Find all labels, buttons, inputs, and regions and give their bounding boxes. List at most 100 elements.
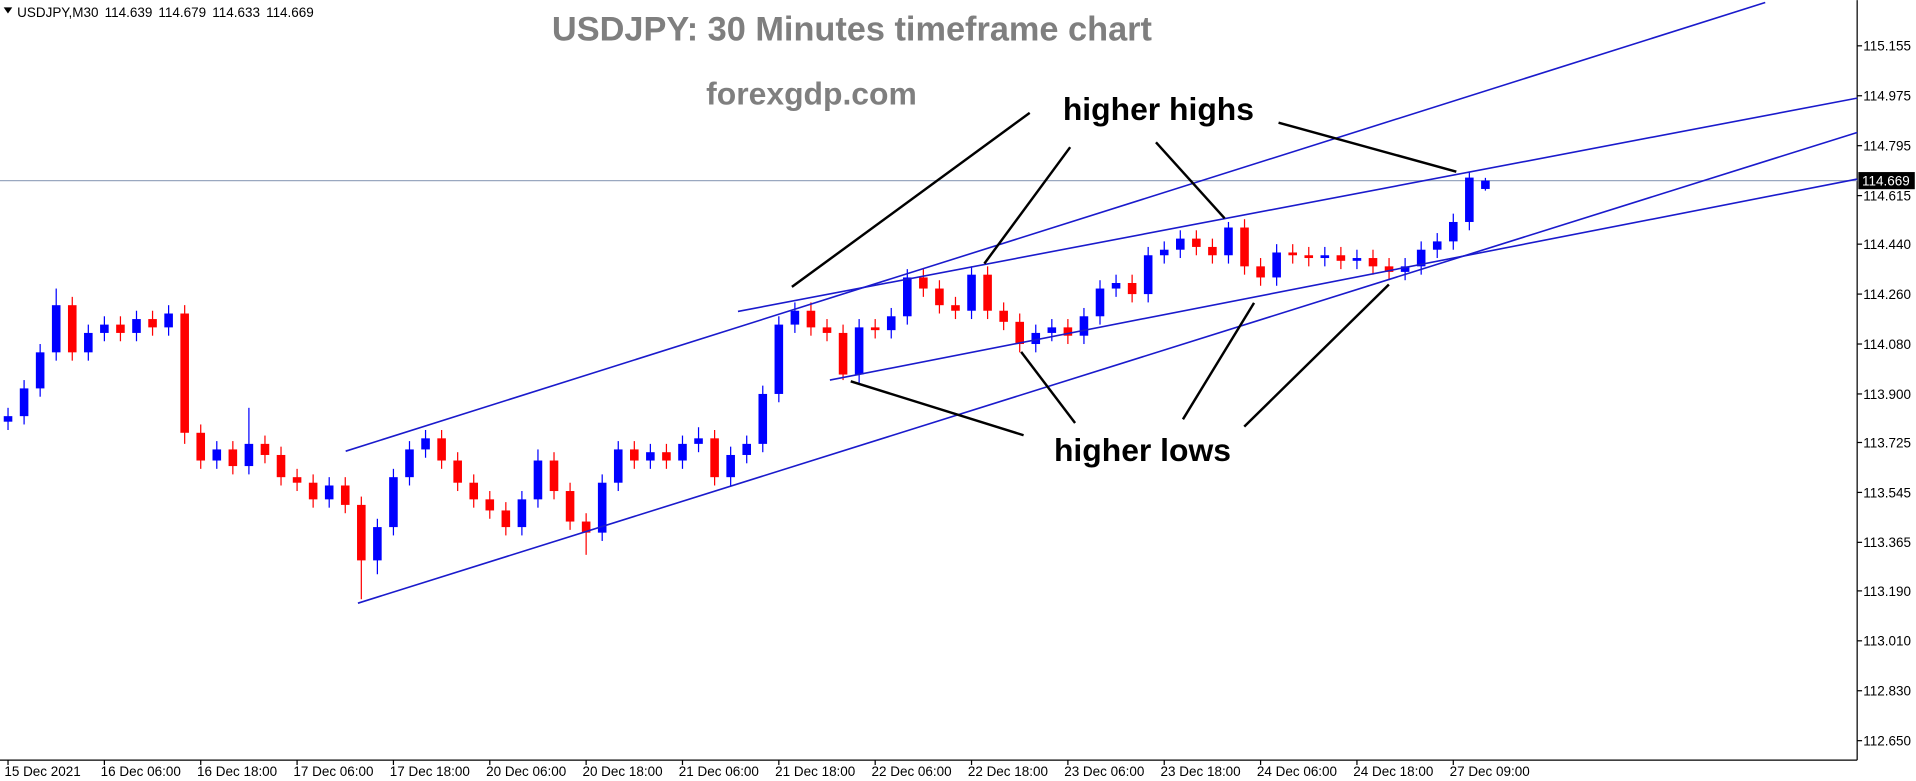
- candle-body: [1481, 180, 1490, 189]
- candle-body: [100, 324, 109, 333]
- candle-body: [19, 388, 29, 417]
- candle-body: [1015, 321, 1025, 345]
- candle-body: [1448, 221, 1458, 242]
- candle-body: [1352, 258, 1362, 261]
- chart-subtitle: forexgdp.com: [706, 75, 917, 111]
- x-tick-label: 27 Dec 09:00: [1450, 764, 1530, 779]
- annotation: higher lows: [1054, 432, 1231, 468]
- candle-body: [260, 443, 270, 455]
- candle-body: [742, 443, 752, 455]
- candle-body: [357, 504, 366, 561]
- x-tick-label: 17 Dec 18:00: [390, 764, 470, 779]
- pointer-line: [1020, 351, 1077, 424]
- candle-body: [3, 416, 13, 422]
- header-high: 114.679: [158, 5, 206, 20]
- candle-body: [935, 288, 944, 306]
- candle-body: [1256, 266, 1265, 278]
- candle-body: [51, 305, 61, 353]
- candle-body: [1031, 332, 1041, 345]
- y-tick-label: 113.725: [1863, 435, 1911, 450]
- candle-body: [710, 438, 719, 478]
- candle-body: [726, 454, 735, 478]
- candle-body: [1063, 327, 1073, 336]
- candle-body: [565, 491, 575, 522]
- y-tick-label: 113.545: [1863, 485, 1911, 500]
- candle-body: [662, 452, 671, 461]
- candle-body: [1368, 258, 1378, 267]
- y-tick-label: 113.190: [1863, 584, 1911, 599]
- candle-body: [1465, 177, 1474, 222]
- candle-body: [1272, 252, 1281, 278]
- symbol: USDJPY,M30: [17, 5, 98, 20]
- candle-body: [276, 454, 286, 478]
- x-tick-label: 22 Dec 18:00: [968, 764, 1048, 779]
- candle-body: [196, 432, 206, 461]
- candle-body: [485, 499, 495, 511]
- candle-body: [1384, 266, 1394, 272]
- candle-body: [469, 482, 479, 500]
- candle-body: [84, 332, 93, 353]
- current-price-box: [1858, 172, 1915, 190]
- pointer-line: [1155, 141, 1226, 220]
- candle-body: [228, 449, 238, 467]
- y-tick-label: 114.440: [1863, 237, 1911, 252]
- y-tick-label: 114.080: [1863, 337, 1911, 352]
- header: USDJPY,M30 114.639 114.679 114.633 114.669: [17, 5, 314, 20]
- candle-body: [1304, 255, 1314, 259]
- candle-body: [822, 327, 832, 333]
- candle-body: [630, 449, 639, 461]
- candle-body: [421, 438, 430, 450]
- candle-body: [405, 449, 414, 478]
- candle-body: [999, 310, 1008, 322]
- candle-body: [1192, 238, 1201, 247]
- candle-body: [67, 305, 77, 353]
- candle-body: [244, 443, 254, 467]
- trend-line: [357, 131, 1858, 604]
- header-open: 114.639: [105, 5, 153, 20]
- candle-body: [1047, 327, 1057, 333]
- candle-body: [1208, 246, 1217, 256]
- x-tick-label: 23 Dec 18:00: [1161, 764, 1241, 779]
- x-tick-label: 20 Dec 18:00: [582, 764, 662, 779]
- x-tick-label: 24 Dec 18:00: [1353, 764, 1433, 779]
- candle-body: [340, 485, 350, 505]
- candle-body: [806, 310, 816, 328]
- candle-body: [870, 327, 880, 331]
- candle-body: [919, 277, 928, 289]
- candle-body: [1159, 249, 1169, 256]
- pointer-line: [791, 111, 1031, 288]
- x-tick-label: 22 Dec 06:00: [872, 764, 952, 779]
- y-tick-label: 114.260: [1863, 287, 1911, 302]
- candle-body: [116, 324, 125, 333]
- candle-body: [1111, 282, 1121, 289]
- candle-body: [1176, 238, 1185, 250]
- header-low: 114.633: [212, 5, 260, 20]
- candle-body: [967, 274, 976, 311]
- pointer-line: [1243, 283, 1390, 428]
- y-tick-label: 112.830: [1863, 684, 1911, 699]
- candle-body: [983, 274, 992, 311]
- candle-body: [212, 449, 222, 461]
- y-tick-label: 114.795: [1863, 139, 1911, 154]
- candle-body: [886, 316, 896, 331]
- y-tick-label: 113.010: [1863, 634, 1911, 649]
- pointer-line: [1278, 121, 1457, 173]
- candle-body: [1079, 316, 1089, 336]
- candle-body: [1400, 266, 1410, 272]
- candle-body: [164, 313, 173, 328]
- candle-body: [951, 305, 960, 311]
- trend-line: [737, 97, 1858, 313]
- trend-line: [829, 178, 1858, 381]
- trend-lines: [345, 1, 1858, 604]
- candle-body: [1320, 255, 1330, 259]
- pointer-lines: [791, 111, 1457, 437]
- x-tick-label: 24 Dec 06:00: [1257, 764, 1337, 779]
- candle-body: [646, 452, 655, 461]
- x-tick-label: 21 Dec 18:00: [775, 764, 855, 779]
- candle-body: [790, 310, 800, 325]
- candle-body: [308, 482, 318, 500]
- candle-body: [35, 352, 45, 389]
- trend-line: [345, 1, 1766, 452]
